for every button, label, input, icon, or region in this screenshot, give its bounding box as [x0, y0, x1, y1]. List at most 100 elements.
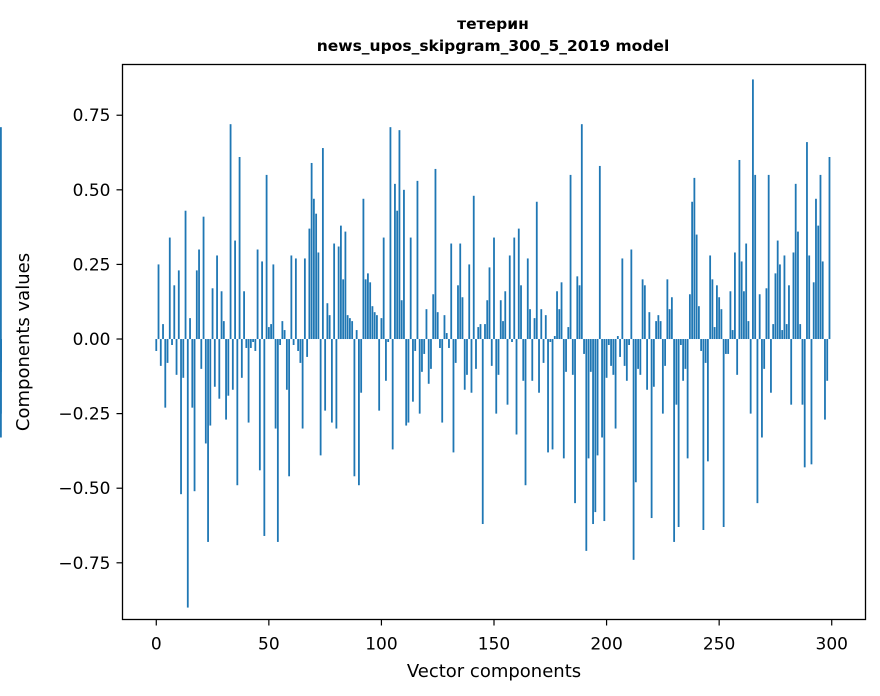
bar [238, 157, 241, 340]
bar [668, 309, 671, 340]
bar [506, 339, 509, 405]
bar [709, 255, 712, 340]
bar [774, 273, 777, 340]
bar [342, 279, 345, 340]
bar [720, 309, 723, 340]
bar [418, 339, 421, 414]
bar [529, 309, 531, 340]
bar [558, 309, 561, 340]
bar [821, 261, 824, 340]
bar [281, 321, 284, 340]
bar [761, 339, 763, 438]
bar [382, 237, 385, 340]
bar [526, 258, 529, 340]
bar [312, 198, 315, 340]
bar [806, 142, 808, 340]
bar [414, 339, 417, 351]
bar [423, 339, 426, 354]
bar [531, 339, 534, 381]
bar [725, 339, 727, 354]
y-axis-ticks: 0.75 0.50 0.25 0.00 −0.25 −0.50 −0.75 [58, 106, 123, 574]
bar [677, 339, 680, 527]
bar [695, 234, 698, 340]
bar [605, 339, 608, 378]
x-axis-ticks: 0 50 100 150 200 250 300 [151, 619, 848, 655]
bar [213, 339, 216, 387]
x-axis-label: Vector components [407, 661, 581, 682]
x-tick-label: 150 [478, 635, 510, 655]
bar [398, 130, 401, 340]
bar [376, 315, 378, 340]
bar [819, 174, 822, 340]
bar [704, 339, 707, 363]
bar [326, 303, 329, 340]
bar [785, 324, 788, 340]
bar [164, 339, 167, 408]
bar [200, 339, 203, 369]
bar [679, 339, 682, 345]
bar [738, 159, 741, 340]
bar [166, 339, 169, 363]
bar [499, 300, 502, 340]
bar [621, 258, 624, 340]
bar [204, 339, 207, 444]
bar [515, 339, 518, 435]
bar [274, 339, 277, 429]
bar [533, 318, 536, 340]
bar [783, 255, 786, 340]
bar [353, 339, 356, 477]
bar [513, 237, 516, 340]
bar [700, 339, 703, 351]
bar [756, 339, 759, 504]
bar [466, 339, 468, 375]
bar [736, 339, 739, 375]
bar [664, 339, 667, 366]
bar [328, 315, 331, 340]
bar [542, 339, 545, 363]
bar [236, 339, 239, 486]
bar [630, 249, 633, 340]
bar [731, 330, 734, 340]
bar [614, 339, 617, 429]
bar [155, 339, 158, 351]
bar [688, 294, 691, 340]
bar [682, 339, 685, 381]
bar [610, 339, 612, 366]
bar [168, 237, 171, 340]
bar [576, 276, 579, 340]
bar [607, 339, 610, 345]
bar [380, 318, 383, 340]
bar [587, 339, 590, 459]
bar [180, 339, 182, 495]
bar [389, 127, 392, 340]
x-tick-label: 300 [816, 635, 848, 655]
bar [511, 339, 513, 342]
bar [763, 339, 766, 369]
bar [637, 339, 639, 369]
bar [360, 339, 363, 393]
bar [522, 339, 525, 381]
bar [445, 333, 448, 340]
x-tick-label: 250 [703, 635, 735, 655]
bar [409, 237, 412, 340]
bar [416, 180, 419, 340]
bar [826, 339, 829, 381]
bar [189, 318, 191, 340]
bar [470, 339, 473, 393]
bar [776, 240, 779, 340]
bar [619, 339, 621, 357]
bar [324, 339, 327, 411]
bar [254, 339, 257, 351]
bar [421, 339, 423, 372]
y-axis-label: Components values [13, 253, 34, 431]
bar [243, 291, 245, 340]
bar [175, 339, 178, 375]
bar [157, 264, 160, 340]
bar [358, 339, 360, 486]
bar [673, 339, 676, 542]
bar [794, 183, 797, 340]
bar [335, 339, 338, 429]
bar [454, 339, 457, 363]
bar [716, 285, 718, 340]
